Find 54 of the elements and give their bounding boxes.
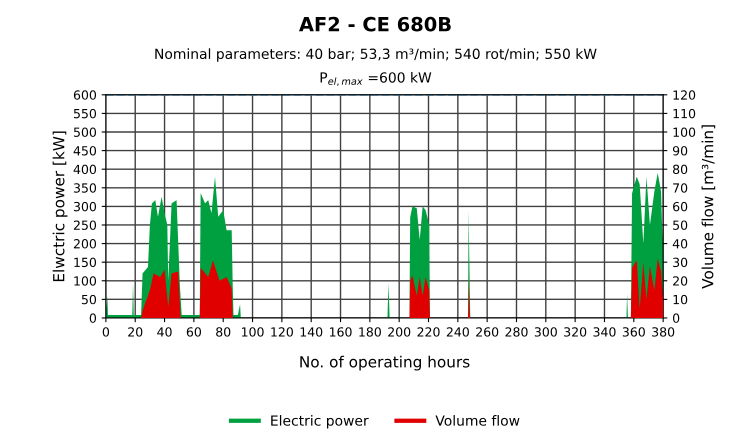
y2-axis-title: Volume flow [m³/min] — [702, 125, 716, 289]
x-tick-label: 200 — [388, 327, 410, 337]
y-tick-label: 550 — [74, 108, 96, 118]
x-tick-label: 40 — [157, 327, 172, 337]
y2-tick-label: 40 — [672, 239, 688, 249]
x-tick-label: 360 — [622, 327, 645, 337]
chart-title: AF2 - CE 680B — [298, 16, 451, 32]
y2-tick-label: 30 — [673, 258, 688, 268]
x-tick-label: 180 — [359, 327, 381, 337]
y2-tick-label: 60 — [673, 202, 688, 212]
y-tick-label: 100 — [74, 276, 96, 286]
legend-label: Electric power — [271, 415, 369, 428]
x-tick-label: 380 — [652, 327, 674, 337]
x-tick-label: 240 — [446, 327, 469, 337]
y-tick-label: 250 — [74, 220, 96, 230]
x-tick-label: 320 — [564, 327, 586, 337]
x-tick-label: 80 — [216, 327, 230, 337]
y2-tick-label: 90 — [672, 146, 688, 156]
y-tick-label: 600 — [74, 90, 96, 100]
y2-tick-label: 120 — [674, 90, 696, 100]
x-tick-label: 140 — [300, 327, 322, 337]
y2-tick-label: 110 — [674, 108, 696, 118]
x-tick-label: 340 — [594, 327, 616, 337]
y-tick-label: 450 — [74, 146, 96, 156]
y-axis-title: Elwctric power [kW] — [52, 131, 68, 282]
y2-tick-label: 10 — [674, 294, 688, 304]
x-tick-label: 260 — [476, 327, 498, 337]
y2-tick-label: 70 — [673, 183, 688, 193]
y2-tick-label: 80 — [673, 164, 688, 174]
y2-tick-label: 100 — [674, 127, 696, 137]
y-tick-label: 200 — [74, 239, 96, 249]
x-tick-label: 60 — [186, 327, 201, 337]
y-tick-label: 400 — [74, 164, 96, 174]
y-tick-label: 500 — [74, 127, 96, 137]
x-tick-label: 220 — [417, 327, 440, 337]
ref-line-label: P$_{el,max}$ =600 kW — [320, 72, 432, 86]
chart-subtitle: Nominal parameters: 40 bar; 53,3 m³/min; 540 rot/min; 550 kW — [155, 48, 597, 62]
x-tick-label: 300 — [534, 327, 557, 337]
y2-tick-label: 0 — [672, 313, 680, 323]
y-tick-label: 0 — [90, 313, 96, 323]
x-tick-label: 0 — [102, 327, 110, 337]
x-tick-label: 280 — [505, 327, 528, 337]
legend-label: Volume flow — [435, 415, 520, 426]
y-tick-label: 350 — [74, 183, 96, 193]
y-tick-label: 300 — [74, 202, 96, 212]
x-tick-label: 20 — [128, 327, 142, 337]
y2-tick-label: 50 — [673, 220, 688, 230]
x-tick-label: 100 — [242, 327, 264, 337]
y-tick-label: 150 — [74, 258, 96, 268]
x-tick-label: 160 — [330, 327, 352, 337]
y2-tick-label: 20 — [673, 276, 688, 286]
x-tick-label: 120 — [271, 327, 293, 337]
y-tick-label: 50 — [82, 294, 96, 304]
x-axis-title: No. of operating hours — [300, 356, 470, 371]
